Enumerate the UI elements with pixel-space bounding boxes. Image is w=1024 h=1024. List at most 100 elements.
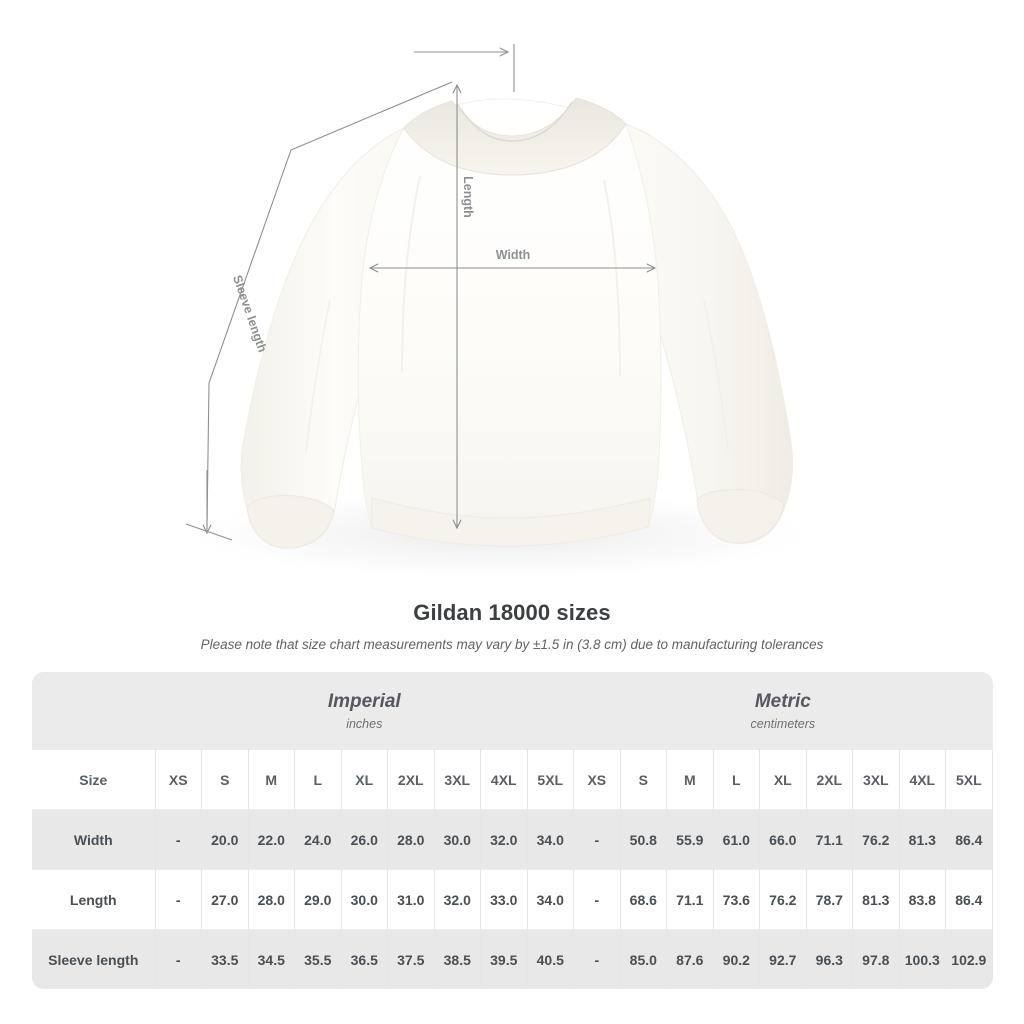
- unit-name-metric: Metric: [754, 691, 811, 713]
- cell-length-imperial-5: 31.0: [387, 869, 435, 930]
- cell-sleeve-metric-0: -: [573, 929, 621, 989]
- fold-line-sleeve-left: [305, 299, 331, 453]
- cell-width-metric-2: 55.9: [666, 809, 714, 870]
- length-label: Length: [461, 176, 475, 218]
- size-header-row: Size XS S M L XL 2XL 3XL 4XL 5XL XS S M …: [32, 750, 993, 810]
- cell-width-imperial-4: 26.0: [341, 809, 388, 870]
- cell-width-imperial-6: 30.0: [434, 809, 481, 870]
- width-label: Width: [496, 248, 531, 262]
- size-header-metric-4: XL: [759, 750, 807, 810]
- size-header-metric-7: 4XL: [899, 750, 947, 810]
- table-row: Width - 20.0 22.0 24.0 26.0 28.0 30.0 32…: [32, 809, 993, 870]
- size-header-imperial-4: XL: [341, 750, 388, 810]
- cell-length-imperial-7: 33.0: [480, 869, 528, 930]
- cell-length-imperial-1: 27.0: [201, 869, 249, 930]
- cell-width-imperial-8: 34.0: [527, 809, 575, 870]
- cell-width-metric-4: 66.0: [759, 809, 807, 870]
- cell-width-metric-6: 76.2: [852, 809, 900, 870]
- cell-sleeve-imperial-6: 38.5: [434, 929, 481, 989]
- cell-width-metric-5: 71.1: [806, 809, 854, 870]
- unit-header-metric: Metric centimeters: [573, 672, 993, 750]
- cell-sleeve-metric-5: 96.3: [806, 929, 854, 989]
- neck-inner-seam: [456, 101, 573, 142]
- cell-sleeve-metric-2: 87.6: [666, 929, 714, 989]
- sweatshirt-diagram: Length Width Sleeve length: [170, 44, 830, 581]
- cell-sleeve-imperial-3: 35.5: [294, 929, 342, 989]
- cell-length-metric-0: -: [573, 869, 621, 930]
- size-header-metric-6: 3XL: [852, 750, 900, 810]
- table-row: Length - 27.0 28.0 29.0 30.0 31.0 32.0 3…: [32, 869, 993, 930]
- cell-length-imperial-6: 32.0: [434, 869, 481, 930]
- cell-length-imperial-4: 30.0: [341, 869, 388, 930]
- cell-length-metric-8: 86.4: [945, 869, 993, 930]
- cell-width-metric-1: 50.8: [620, 809, 668, 870]
- fold-line-right: [603, 179, 621, 377]
- size-header-imperial-3: L: [294, 750, 342, 810]
- size-chart-table-wrapper: Imperial inches Metric centimeters Size …: [32, 672, 993, 989]
- size-header-imperial-2: M: [248, 750, 295, 810]
- cell-length-metric-1: 68.6: [620, 869, 668, 930]
- cell-sleeve-metric-6: 97.8: [852, 929, 900, 989]
- size-header-imperial-6: 3XL: [434, 750, 481, 810]
- cell-sleeve-imperial-1: 33.5: [201, 929, 249, 989]
- unit-header-row: Imperial inches Metric centimeters: [32, 672, 993, 750]
- size-header-metric-5: 2XL: [806, 750, 854, 810]
- cell-sleeve-imperial-5: 37.5: [387, 929, 435, 989]
- row-label-length: Length: [32, 869, 156, 930]
- left-cuff: [246, 495, 335, 549]
- cell-sleeve-imperial-8: 40.5: [527, 929, 575, 989]
- unit-sub-imperial: inches: [346, 716, 383, 731]
- size-header-imperial-0: XS: [155, 750, 202, 810]
- size-header-metric-8: 5XL: [945, 750, 993, 810]
- cell-width-metric-7: 81.3: [899, 809, 947, 870]
- bottom-hem: [370, 497, 651, 547]
- chart-heading: Gildan 18000 sizes Please note that size…: [0, 600, 1024, 652]
- cell-length-metric-2: 71.1: [666, 869, 714, 930]
- cell-width-metric-0: -: [573, 809, 621, 870]
- size-header-imperial-1: S: [201, 750, 249, 810]
- size-header-metric-2: M: [666, 750, 714, 810]
- size-label-cell: Size: [32, 750, 156, 810]
- cell-sleeve-imperial-7: 39.5: [480, 929, 528, 989]
- fold-line-sleeve-right: [703, 299, 729, 451]
- cell-width-imperial-3: 24.0: [294, 809, 342, 870]
- cell-sleeve-metric-7: 100.3: [899, 929, 947, 989]
- cell-length-metric-3: 73.6: [713, 869, 761, 930]
- size-header-imperial-7: 4XL: [480, 750, 528, 810]
- unit-name-imperial: Imperial: [327, 691, 401, 713]
- size-header-imperial-5: 2XL: [387, 750, 435, 810]
- cell-sleeve-metric-1: 85.0: [620, 929, 668, 989]
- cell-length-imperial-3: 29.0: [294, 869, 342, 930]
- row-label-sleeve-length: Sleeve length: [32, 929, 156, 989]
- size-header-metric-3: L: [713, 750, 761, 810]
- cell-length-metric-5: 78.7: [806, 869, 854, 930]
- cell-length-metric-4: 76.2: [759, 869, 807, 930]
- cell-sleeve-imperial-2: 34.5: [248, 929, 295, 989]
- cell-width-imperial-0: -: [155, 809, 202, 870]
- cell-length-imperial-8: 34.0: [527, 869, 575, 930]
- cell-width-imperial-2: 22.0: [248, 809, 295, 870]
- cell-sleeve-imperial-4: 36.5: [341, 929, 388, 989]
- cell-width-imperial-1: 20.0: [201, 809, 249, 870]
- row-label-width: Width: [32, 809, 156, 870]
- sleeve-length-bottom-tick: [185, 523, 233, 541]
- cell-sleeve-metric-4: 92.7: [759, 929, 807, 989]
- size-chart-table: Imperial inches Metric centimeters Size …: [32, 672, 993, 989]
- cell-sleeve-metric-8: 102.9: [945, 929, 993, 989]
- cell-length-metric-6: 81.3: [852, 869, 900, 930]
- unit-sub-metric: centimeters: [750, 716, 816, 731]
- product-illustration: Length Width Sleeve length: [170, 44, 830, 581]
- unit-header-spacer: [32, 672, 155, 750]
- size-header-imperial-8: 5XL: [527, 750, 575, 810]
- cell-sleeve-imperial-0: -: [155, 929, 202, 989]
- sleeve-length-label: Sleeve length: [230, 273, 269, 354]
- cell-width-metric-3: 61.0: [713, 809, 761, 870]
- cell-width-metric-8: 86.4: [945, 809, 993, 870]
- size-header-metric-1: S: [620, 750, 668, 810]
- cell-length-metric-7: 83.8: [899, 869, 947, 930]
- cell-width-imperial-5: 28.0: [387, 809, 435, 870]
- cell-width-imperial-7: 32.0: [480, 809, 528, 870]
- page-title: Gildan 18000 sizes: [413, 600, 611, 625]
- size-header-metric-0: XS: [573, 750, 621, 810]
- tolerance-note: Please note that size chart measurements…: [200, 637, 824, 652]
